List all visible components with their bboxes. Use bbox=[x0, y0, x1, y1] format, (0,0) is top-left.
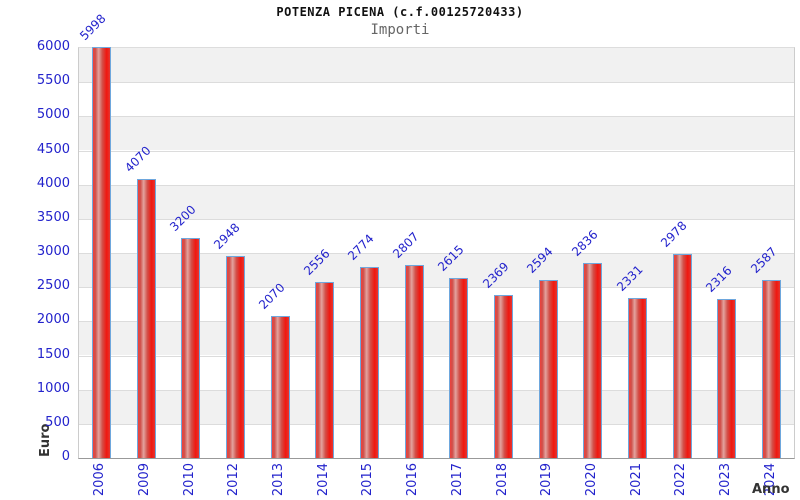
bar-2018 bbox=[494, 295, 514, 458]
bar-2021 bbox=[628, 297, 648, 458]
y-tick-label: 3000 bbox=[36, 244, 70, 259]
chart-title: POTENZA PICENA (c.f.00125720433) bbox=[276, 5, 524, 19]
x-tick-label: 2019 bbox=[539, 463, 555, 497]
y-tick-label: 6000 bbox=[36, 39, 70, 54]
y-tick-label: 2500 bbox=[36, 278, 70, 294]
background-band bbox=[79, 48, 794, 83]
bar-2020 bbox=[583, 263, 603, 458]
x-tick-label: 2012 bbox=[226, 463, 242, 497]
bar-2012 bbox=[225, 255, 245, 458]
y-tick-label: 1500 bbox=[36, 346, 70, 362]
y-tick-label: 4000 bbox=[36, 175, 70, 191]
x-tick-label: 2014 bbox=[315, 463, 331, 497]
x-tick-label: 2021 bbox=[628, 463, 644, 497]
bar-2016 bbox=[404, 265, 424, 458]
x-tick-label: 2013 bbox=[271, 463, 287, 497]
bar-2013 bbox=[270, 315, 290, 458]
x-tick-label: 2006 bbox=[92, 463, 108, 497]
gridline bbox=[79, 150, 794, 152]
bar-2022 bbox=[672, 253, 692, 458]
x-tick-label: 2009 bbox=[137, 463, 153, 497]
background-band bbox=[79, 82, 794, 116]
x-tick-label: 2022 bbox=[673, 463, 689, 497]
x-tick-label: 2017 bbox=[449, 463, 465, 497]
gridline bbox=[79, 389, 794, 391]
y-tick-label: 3500 bbox=[36, 209, 70, 225]
x-tick-label: 2023 bbox=[717, 463, 733, 497]
y-tick-label: 4500 bbox=[36, 141, 70, 157]
y-tick-label: 0 bbox=[61, 449, 70, 464]
x-axis-ticks: 2006 2009 2010 2012 2013 2014 2015 2016 2017 2018… bbox=[78, 461, 793, 500]
gridline bbox=[79, 218, 794, 220]
chart-subtitle: Importi bbox=[370, 22, 430, 38]
bar-2023 bbox=[717, 298, 737, 458]
x-tick-label: 2010 bbox=[181, 463, 197, 497]
gridline bbox=[79, 82, 794, 84]
gridline bbox=[79, 253, 794, 254]
gridline bbox=[79, 184, 794, 186]
y-axis-ticks: 0 500 1000 1500 2000 2500 3000 3500 4000 4500 5000… bbox=[0, 39, 70, 464]
background-band bbox=[79, 116, 794, 151]
bar-2015 bbox=[359, 267, 379, 458]
gridline bbox=[79, 287, 794, 289]
gridline bbox=[79, 355, 794, 357]
y-tick-label: 1000 bbox=[36, 380, 70, 396]
x-tick-label: 2016 bbox=[405, 463, 421, 497]
bar-2010 bbox=[181, 238, 201, 458]
bar-2017 bbox=[449, 278, 469, 458]
x-axis-title: Anno bbox=[752, 482, 790, 497]
bar-2024 bbox=[762, 280, 782, 458]
background-band bbox=[79, 184, 794, 219]
y-tick-label: 5500 bbox=[36, 73, 70, 89]
y-tick-label: 5000 bbox=[36, 107, 70, 123]
gridline bbox=[79, 423, 794, 425]
bar-2019 bbox=[538, 279, 558, 458]
y-tick-label: 2000 bbox=[36, 312, 70, 328]
gridline bbox=[79, 116, 794, 118]
background-band bbox=[79, 151, 794, 185]
y-tick-label: 500 bbox=[45, 414, 70, 430]
x-tick-label: 2015 bbox=[360, 463, 376, 497]
bar-2006 bbox=[91, 47, 111, 458]
gridline bbox=[79, 321, 794, 323]
bar-2009 bbox=[136, 178, 156, 458]
x-tick-label: 2018 bbox=[494, 463, 510, 497]
plot-area: 5998 4070 3200 2948 2070 2556 2774 2807 2615 2369… bbox=[77, 12, 795, 459]
bar-2014 bbox=[315, 282, 335, 458]
x-tick-label: 2020 bbox=[583, 463, 599, 497]
